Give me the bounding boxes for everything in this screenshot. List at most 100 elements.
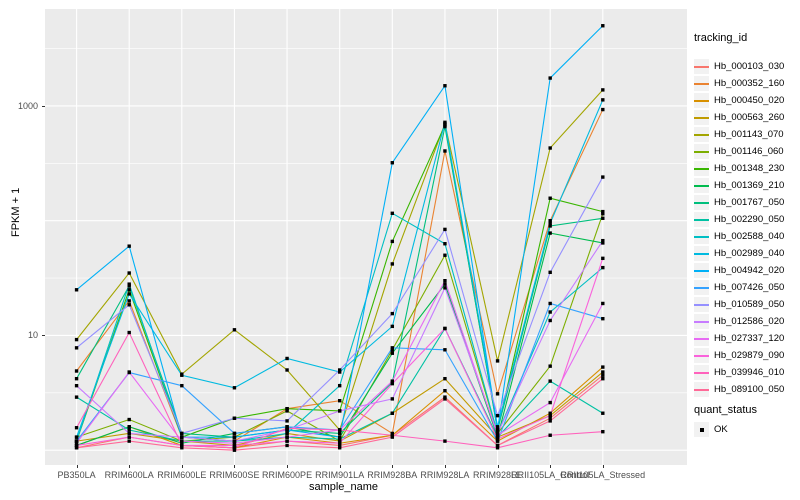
data-point [443,389,447,393]
data-point [337,435,342,439]
legend-item-label: Hb_001143_070 [714,129,784,140]
data-point [443,439,447,443]
legend-line-swatch [694,236,709,238]
data-point [390,348,395,352]
data-point [74,369,79,373]
legend-line-swatch [694,389,709,391]
data-point [390,211,395,216]
data-point [443,376,447,381]
data-point [495,431,500,436]
legend-key [694,365,709,380]
data-point [74,346,79,350]
x-tick-label: RRIM928LE [473,470,523,480]
black-point-icon [699,427,704,432]
data-point [127,439,131,443]
legend-item-Hb_012586_020: Hb_012586_020 [694,313,784,330]
data-point [390,262,395,266]
x-tick-mark [444,465,446,468]
data-point [443,348,447,352]
data-point [495,439,500,443]
plot-panel [45,9,687,465]
legend-item-Hb_000450_020: Hb_000450_020 [694,92,784,109]
data-point [390,435,395,439]
data-point [601,429,605,434]
legend-item-label: Hb_002290_050 [714,214,785,225]
legend-item-label: Hb_000103_030 [714,61,785,72]
data-point [180,439,184,443]
data-point [127,435,131,439]
data-point [443,124,447,129]
data-point [180,383,184,388]
data-point [337,437,342,441]
x-tick-mark [129,465,131,468]
data-point [548,379,552,383]
data-point [390,431,395,436]
data-point [601,24,605,28]
legend-item-label: Hb_000563_260 [714,112,785,123]
data-point [232,441,237,445]
data-point [601,241,605,245]
x-tick-mark [392,465,394,468]
data-point [285,439,289,443]
data-point [74,395,79,399]
data-point [548,400,552,405]
data-point [180,435,184,439]
data-point [285,368,289,372]
legend-key [694,297,709,312]
legend-item-label: Hb_010589_050 [714,299,785,310]
data-point [548,364,552,368]
x-tick-label: RRII105LA_Control [511,470,590,480]
x-tick-mark [287,465,289,468]
x-tick-mark [234,465,236,468]
data-point [232,446,237,450]
data-point [548,413,552,418]
legend-title-quant-status: quant_status [694,404,757,416]
data-point [601,88,605,92]
legend-item-label: Hb_002989_040 [714,248,785,259]
data-point [548,146,552,150]
x-tick-label: RRIM901LA [315,470,365,480]
data-point [390,433,395,437]
data-point [285,431,289,436]
data-point [127,303,131,307]
legend-line-swatch [694,219,709,221]
legend-item-label: Hb_001348_230 [714,163,785,174]
data-point [337,446,342,450]
legend-line-swatch [694,338,709,340]
legend-key [694,263,709,278]
data-point [285,419,289,423]
legend-item-label: Hb_001767_050 [714,197,785,208]
legend-item-label: Hb_012586_020 [714,316,785,327]
quant-ok-key [694,422,709,437]
data-point [548,411,552,415]
data-point [74,443,79,448]
legend-key [694,144,709,159]
data-point [548,301,552,306]
data-point [495,413,500,418]
x-axis-title: sample_name [308,481,379,493]
data-point [127,271,131,275]
x-tick-label: RRIM928BA [367,470,418,480]
data-point [74,441,79,445]
legend-item-Hb_002989_040: Hb_002989_040 [694,245,784,262]
data-point [127,282,131,286]
x-tick-mark [602,465,604,468]
legend-item-Hb_089100_050: Hb_089100_050 [694,381,784,398]
data-point [127,425,131,429]
data-point [337,428,342,432]
legend-line-swatch [694,372,709,374]
data-point [548,76,552,80]
data-point [74,383,79,388]
data-point [127,330,131,335]
legend-item-label: Hb_001369_210 [714,180,785,191]
legend-line-swatch [694,270,709,272]
data-point [285,406,289,411]
data-point [495,433,500,437]
data-point [180,441,184,445]
legend-line-swatch [694,185,709,187]
data-point [180,446,184,450]
data-point [601,301,605,306]
data-point [548,318,552,323]
legend-key [694,280,709,295]
